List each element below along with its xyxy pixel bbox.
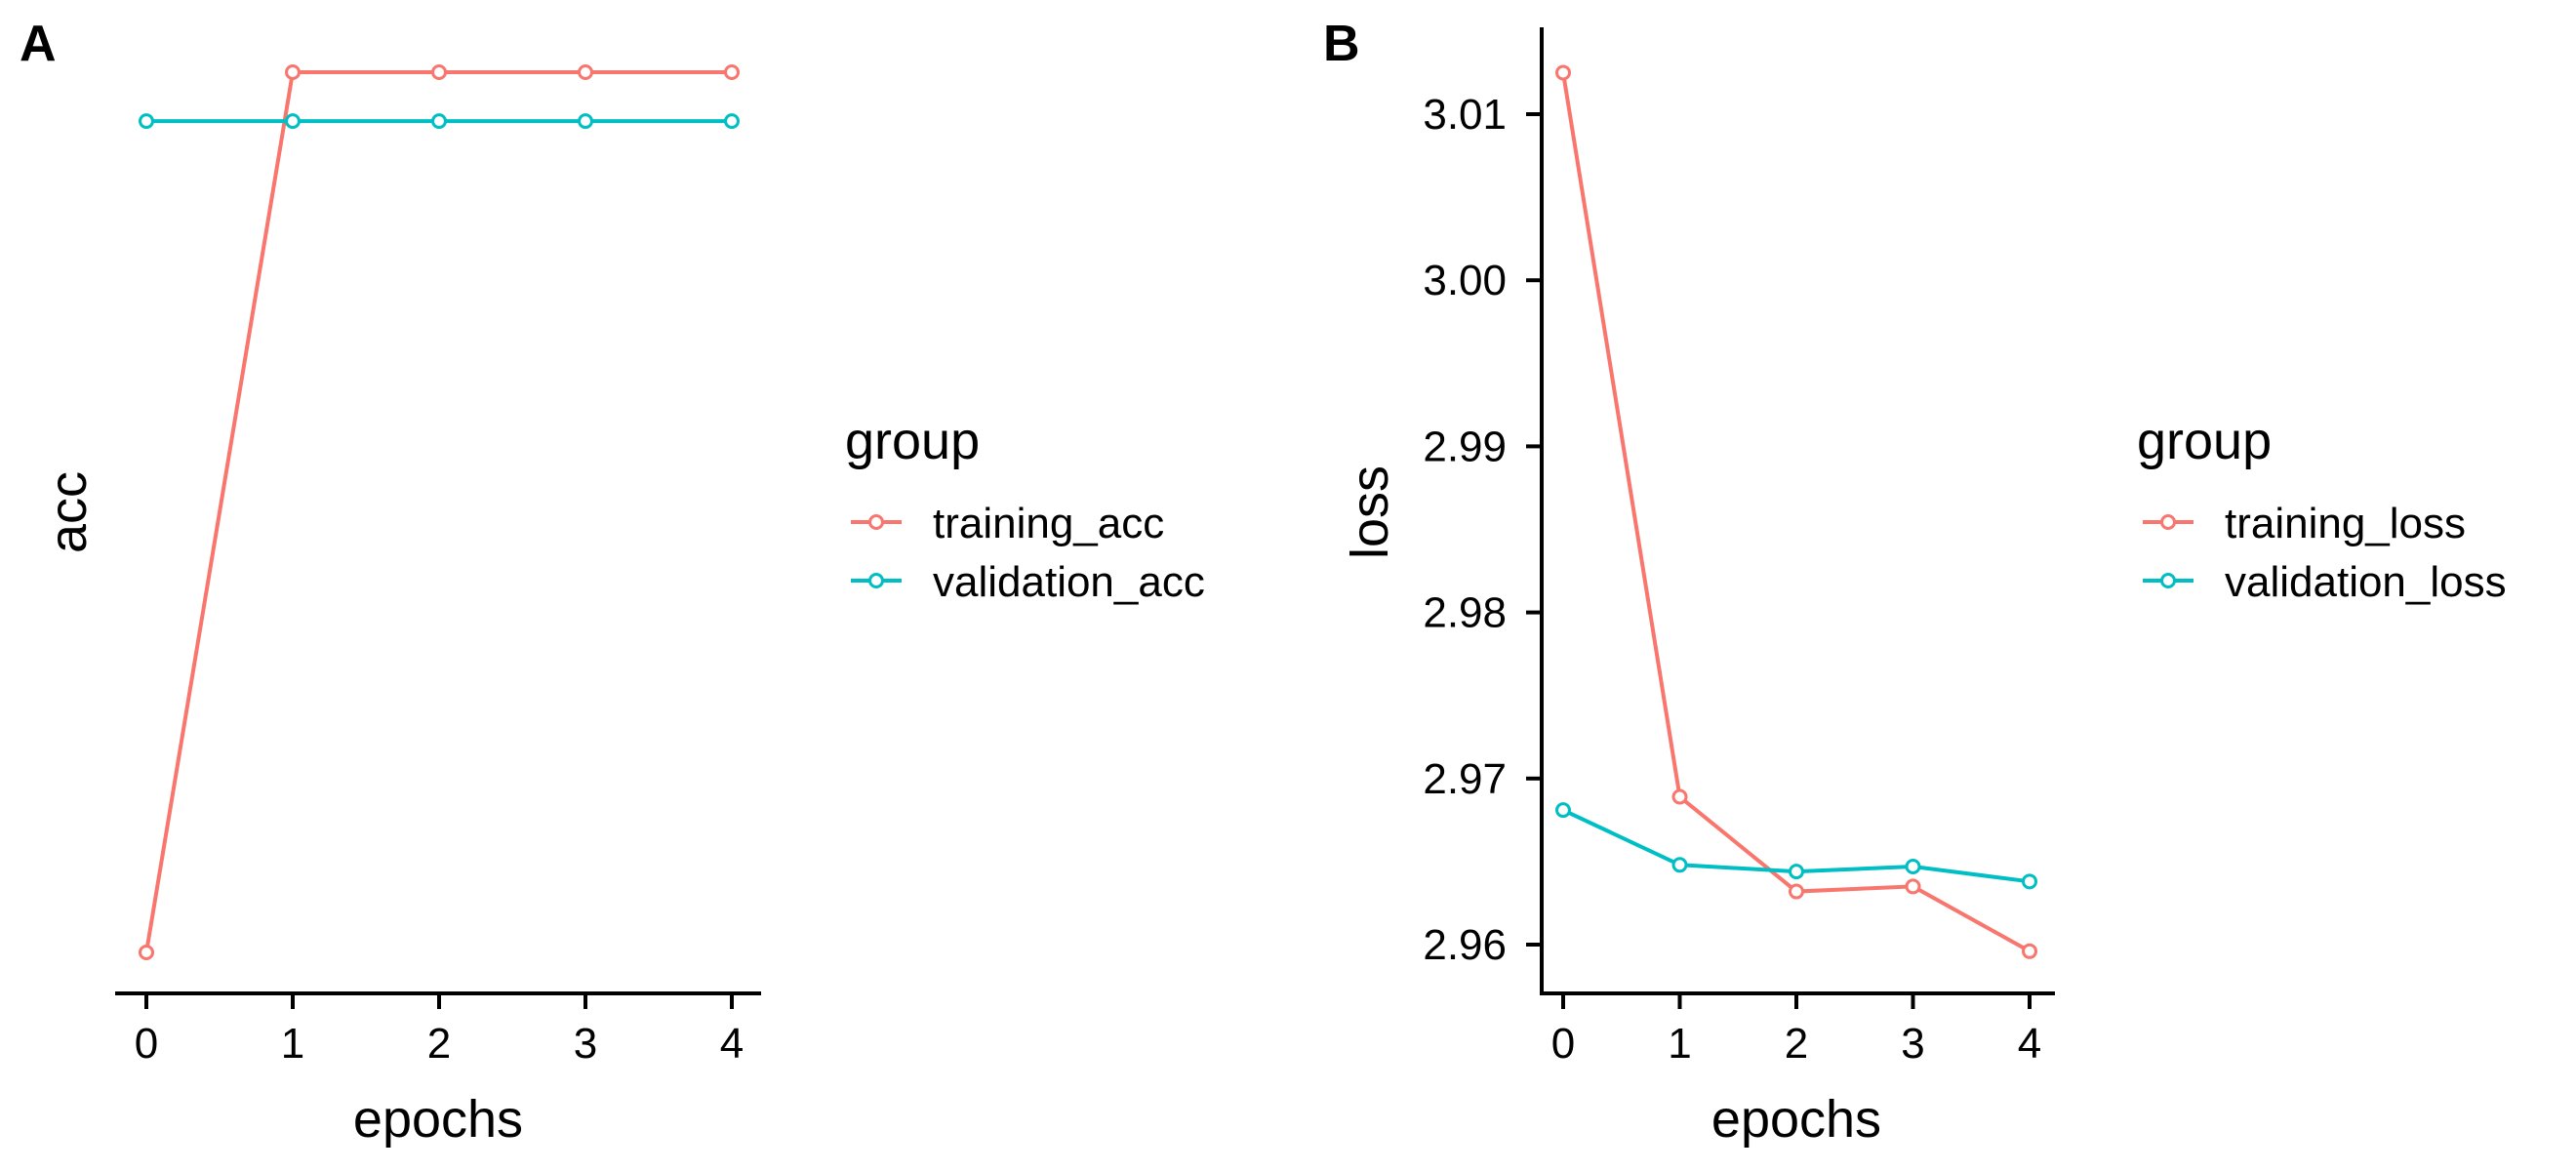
legend-key-point xyxy=(868,514,884,530)
legend-key-point xyxy=(868,573,884,588)
panel-a-x-ticks: 0 1 2 3 4 xyxy=(135,993,744,1068)
series-line-training_loss xyxy=(1561,72,2031,953)
data-point-validation_loss xyxy=(1671,857,1688,873)
data-point-validation_loss xyxy=(1905,859,1921,875)
data-point-validation_loss xyxy=(1789,864,1804,880)
y-tick-label: 2.97 xyxy=(1423,755,1507,803)
panel-b-series xyxy=(1555,64,2037,959)
legend-label-validation_acc: validation_acc xyxy=(933,558,1205,606)
series-line-training_acc xyxy=(144,70,732,953)
data-point-validation_acc xyxy=(139,113,154,130)
data-point-training_loss xyxy=(1555,64,1571,81)
legend-key-point xyxy=(2160,514,2176,530)
data-point-validation_loss xyxy=(1555,802,1571,819)
panel-a-x-axis-title: epochs xyxy=(353,1090,523,1149)
data-point-training_loss xyxy=(1905,878,1921,895)
panel-a-legend-title: group xyxy=(845,412,980,470)
data-point-validation_acc xyxy=(724,113,740,130)
data-point-training_acc xyxy=(285,64,301,80)
panel-b-y-axis-title: loss xyxy=(1341,465,1399,559)
x-tick-label: 3 xyxy=(574,1020,597,1068)
data-point-training_loss xyxy=(1671,788,1688,805)
data-point-validation_acc xyxy=(285,113,301,130)
legend-label-training_acc: training_acc xyxy=(933,500,1164,547)
data-point-training_acc xyxy=(578,64,593,80)
panel-b-legend-title: group xyxy=(2137,412,2272,470)
data-point-training_acc xyxy=(139,945,154,960)
y-tick-label: 3.01 xyxy=(1423,91,1507,139)
y-tick-label: 3.00 xyxy=(1423,257,1507,304)
data-point-training_loss xyxy=(1789,883,1804,900)
panel-b-x-axis-title: epochs xyxy=(1711,1090,1881,1149)
panel-a-series xyxy=(139,64,740,960)
panel-b-y-ticks: 2.96 2.97 2.98 2.99 3.00 3.01 xyxy=(1423,91,1542,969)
panel-a-legend: group training_acc validation_acc xyxy=(845,412,1205,606)
data-point-validation_loss xyxy=(2022,873,2037,890)
data-point-validation_acc xyxy=(578,113,593,130)
x-tick-label: 0 xyxy=(1551,1020,1575,1068)
data-point-training_loss xyxy=(2022,943,2037,959)
legend-label-training_loss: training_loss xyxy=(2225,500,2466,547)
data-point-training_acc xyxy=(431,64,447,80)
panel-b-x-ticks: 0 1 2 3 4 xyxy=(1551,993,2041,1068)
panel-b-tag: B xyxy=(1323,16,1360,72)
panel-a-tag: A xyxy=(20,16,57,72)
x-tick-label: 1 xyxy=(281,1020,304,1068)
panel-b-legend: group training_loss validation_loss xyxy=(2137,412,2507,606)
x-tick-label: 4 xyxy=(2018,1020,2041,1068)
x-tick-label: 1 xyxy=(1668,1020,1691,1068)
x-tick-label: 3 xyxy=(1901,1020,1924,1068)
x-tick-label: 0 xyxy=(135,1020,158,1068)
x-tick-label: 4 xyxy=(720,1020,744,1068)
panel-a: A 0 1 2 3 4 epochs acc group training_accval… xyxy=(20,16,1205,1149)
data-point-validation_acc xyxy=(431,113,447,130)
y-tick-label: 2.98 xyxy=(1423,589,1507,637)
legend-key-point xyxy=(2160,573,2176,588)
y-tick-label: 2.96 xyxy=(1423,921,1507,969)
y-tick-label: 2.99 xyxy=(1423,423,1507,470)
data-point-training_acc xyxy=(724,64,740,80)
x-tick-label: 2 xyxy=(427,1020,451,1068)
x-tick-label: 2 xyxy=(1785,1020,1808,1068)
panel-a-y-axis-title: acc xyxy=(39,471,98,553)
legend-label-validation_loss: validation_loss xyxy=(2225,558,2507,606)
